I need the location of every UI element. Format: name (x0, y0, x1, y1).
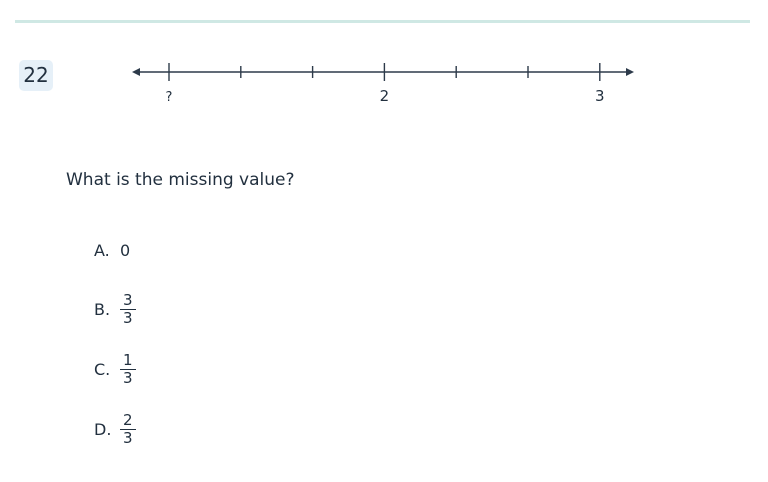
right-arrow-icon (626, 68, 634, 76)
denominator: 3 (123, 369, 133, 387)
numerator: 3 (120, 293, 136, 310)
tick-label: 3 (595, 87, 605, 105)
option-a[interactable]: A. 0 (94, 241, 130, 260)
number-line: ? 2 3 (132, 63, 634, 105)
option-letter: C. (94, 360, 111, 379)
denominator: 3 (123, 309, 133, 327)
top-divider (15, 20, 750, 23)
option-letter: B. (94, 300, 111, 319)
numerator: 2 (120, 413, 136, 430)
option-letter: D. (94, 420, 112, 439)
left-arrow-icon (132, 68, 140, 76)
tick-label: ? (166, 90, 173, 105)
numerator: 1 (120, 353, 136, 370)
question-text: What is the missing value? (66, 170, 295, 190)
tick-label: 2 (380, 87, 390, 105)
denominator: 3 (123, 429, 133, 447)
question-number-badge: 22 (19, 60, 53, 91)
option-letter: A. (94, 241, 110, 260)
option-value: 0 (120, 241, 131, 260)
